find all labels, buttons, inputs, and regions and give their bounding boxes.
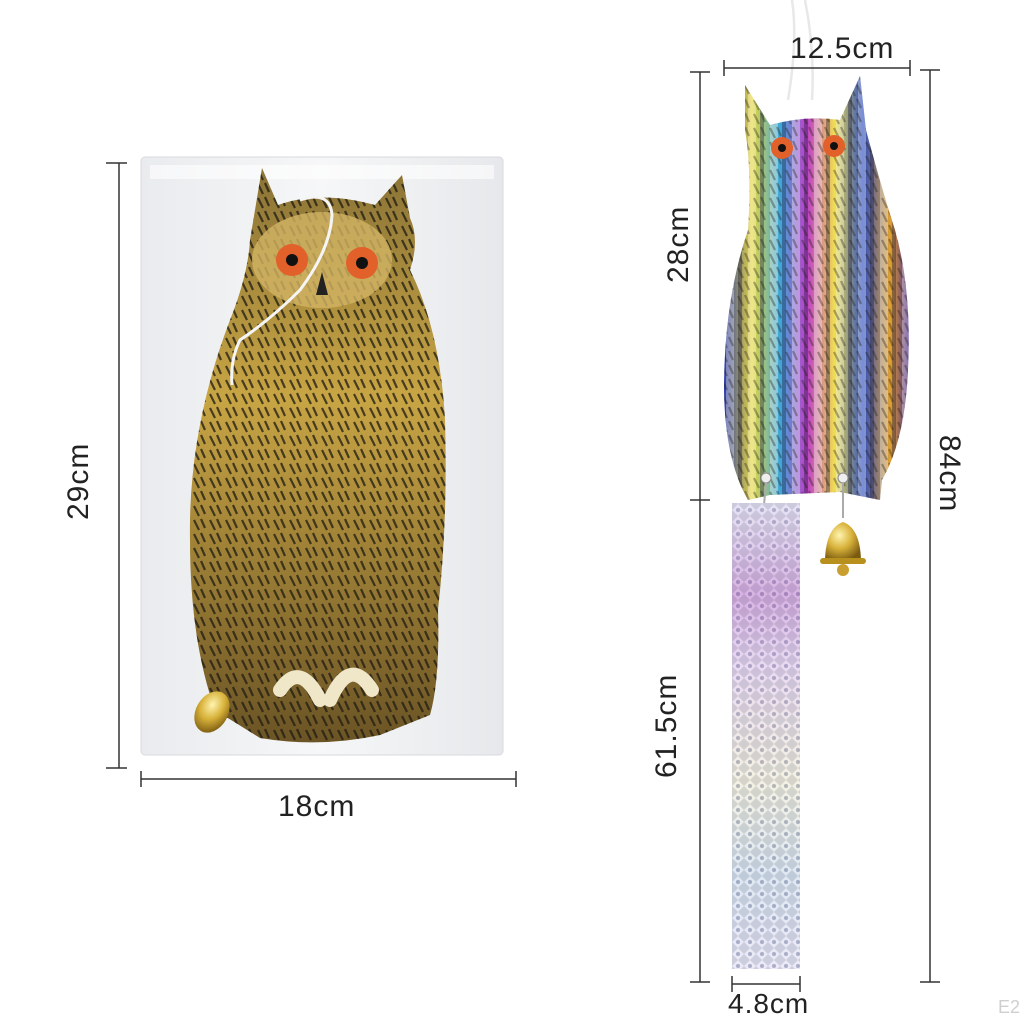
hanging-owl (724, 0, 909, 969)
packaged-height-label: 29cm (62, 442, 95, 520)
strip-length-label: 61.5cm (650, 673, 683, 778)
bell-packaged (194, 691, 230, 733)
dimension-lines-right (690, 60, 940, 992)
dimension-lines-left (106, 162, 517, 787)
packaged-width-label: 18cm (278, 790, 356, 823)
owl-width-label: 12.5cm (790, 32, 895, 65)
bell (820, 522, 866, 576)
watermark: E2 (997, 997, 1020, 1017)
total-length-label: 84cm (933, 435, 966, 513)
strip-width-label: 4.8cm (728, 988, 810, 1019)
owl-height-label: 28cm (662, 205, 695, 283)
packaged-owl (140, 156, 504, 756)
